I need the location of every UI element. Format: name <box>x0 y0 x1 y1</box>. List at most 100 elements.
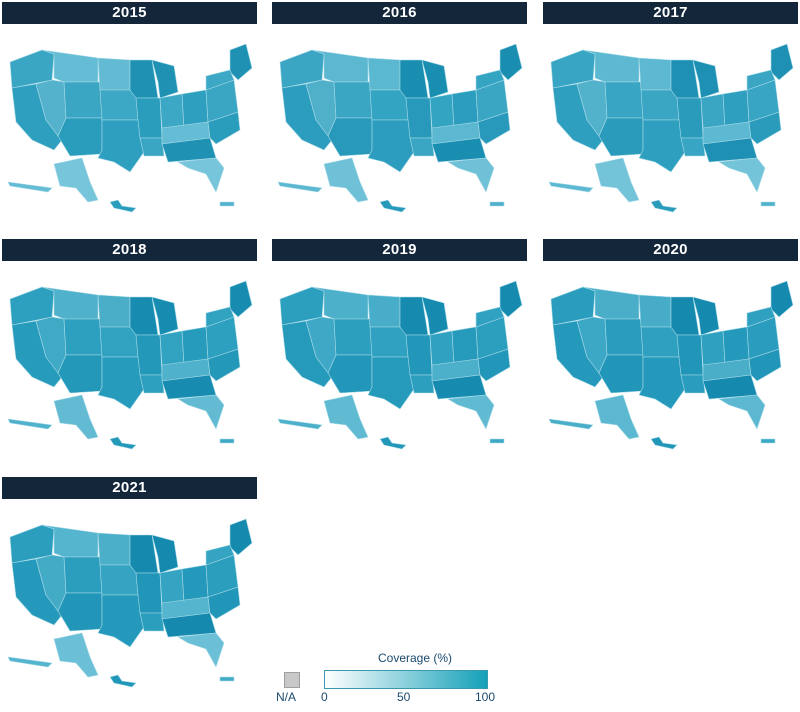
region-new-england <box>229 43 253 81</box>
region-louisiana <box>680 374 706 394</box>
region-illinois-indiana <box>700 330 726 366</box>
legend-tick-50: 50 <box>397 690 411 704</box>
region-alaska <box>53 157 99 203</box>
map-panel-5: 2020 <box>543 239 798 469</box>
region-dakotas <box>97 294 131 328</box>
region-missouri-arkansas <box>135 572 163 614</box>
region-pacific-northwest <box>279 49 325 89</box>
region-great-lakes <box>692 59 720 99</box>
panel-year-title: 2016 <box>272 2 527 24</box>
region-new-york <box>205 306 235 328</box>
region-texas-oklahoma <box>97 356 145 410</box>
region-hawaii <box>650 199 678 213</box>
panel-year-title: 2018 <box>2 239 257 261</box>
region-puerto-rico <box>489 438 505 444</box>
region-great-lakes <box>151 59 179 99</box>
region-wyoming-colorado <box>63 318 103 356</box>
region-alaska <box>594 157 640 203</box>
region-dakotas <box>97 532 131 566</box>
map-panel-3: 2018 <box>2 239 257 469</box>
region-new-york <box>746 69 776 91</box>
region-arizona-new-mexico <box>327 117 373 157</box>
map-panel-0: 2015 <box>2 2 257 232</box>
us-map <box>548 43 794 213</box>
region-florida <box>177 632 225 668</box>
region-dakotas <box>638 294 672 328</box>
region-new-york <box>205 544 235 566</box>
region-missouri-arkansas <box>405 334 433 376</box>
region-new-york <box>475 69 505 91</box>
region-florida <box>718 157 766 193</box>
region-louisiana <box>409 374 435 394</box>
region-alaska <box>53 394 99 440</box>
region-puerto-rico <box>489 201 505 207</box>
region-nebraska-kansas <box>369 326 409 358</box>
map-panel-6: 2021 <box>2 477 257 707</box>
region-puerto-rico <box>219 201 235 207</box>
region-puerto-rico <box>219 438 235 444</box>
region-arizona-new-mexico <box>57 354 103 394</box>
region-alaska <box>53 632 99 678</box>
region-texas-oklahoma <box>97 594 145 648</box>
us-map <box>7 518 253 688</box>
region-alaska <box>323 157 369 203</box>
region-illinois-indiana <box>159 93 185 129</box>
region-pacific-northwest <box>550 286 596 326</box>
region-arizona-new-mexico <box>57 592 103 632</box>
region-pacific-northwest <box>550 49 596 89</box>
region-hawaii <box>379 436 407 450</box>
region-illinois-indiana <box>159 330 185 366</box>
region-alaska-islands <box>277 418 323 430</box>
region-nebraska-kansas <box>369 89 409 121</box>
us-map <box>7 43 253 213</box>
legend-tick-100: 100 <box>475 690 496 704</box>
region-arizona-new-mexico <box>327 354 373 394</box>
na-label: N/A <box>276 690 297 704</box>
region-hawaii <box>109 674 137 688</box>
us-map <box>548 280 794 450</box>
region-nebraska-kansas <box>99 89 139 121</box>
region-arizona-new-mexico <box>598 354 644 394</box>
legend-title: Coverage (%) <box>377 651 453 665</box>
region-texas-oklahoma <box>367 356 415 410</box>
region-florida <box>177 394 225 430</box>
region-hawaii <box>379 199 407 213</box>
region-hawaii <box>650 436 678 450</box>
region-nebraska-kansas <box>640 89 680 121</box>
legend-tick-0: 0 <box>321 690 328 704</box>
region-new-york <box>746 306 776 328</box>
region-arizona-new-mexico <box>598 117 644 157</box>
region-texas-oklahoma <box>97 119 145 173</box>
map-panel-1: 2016 <box>272 2 527 232</box>
region-hawaii <box>109 436 137 450</box>
region-new-york <box>475 306 505 328</box>
us-map <box>277 280 523 450</box>
panel-year-title: 2021 <box>2 477 257 499</box>
region-new-england <box>770 280 794 318</box>
region-wyoming-colorado <box>604 318 644 356</box>
region-new-england <box>770 43 794 81</box>
region-louisiana <box>139 137 165 157</box>
panel-year-title: 2017 <box>543 2 798 24</box>
region-missouri-arkansas <box>135 97 163 139</box>
region-florida <box>718 394 766 430</box>
region-pacific-northwest <box>9 286 55 326</box>
region-dakotas <box>367 57 401 91</box>
region-pacific-northwest <box>9 524 55 564</box>
region-texas-oklahoma <box>638 356 686 410</box>
us-map <box>277 43 523 213</box>
region-dakotas <box>638 57 672 91</box>
region-dakotas <box>367 294 401 328</box>
region-new-england <box>229 280 253 318</box>
region-great-lakes <box>151 534 179 574</box>
region-pacific-northwest <box>9 49 55 89</box>
region-illinois-indiana <box>159 568 185 604</box>
region-illinois-indiana <box>700 93 726 129</box>
region-alaska-islands <box>7 656 53 668</box>
region-wyoming-colorado <box>63 81 103 119</box>
region-great-lakes <box>421 296 449 336</box>
region-texas-oklahoma <box>367 119 415 173</box>
region-arizona-new-mexico <box>57 117 103 157</box>
region-wyoming-colorado <box>63 556 103 594</box>
region-puerto-rico <box>219 676 235 682</box>
